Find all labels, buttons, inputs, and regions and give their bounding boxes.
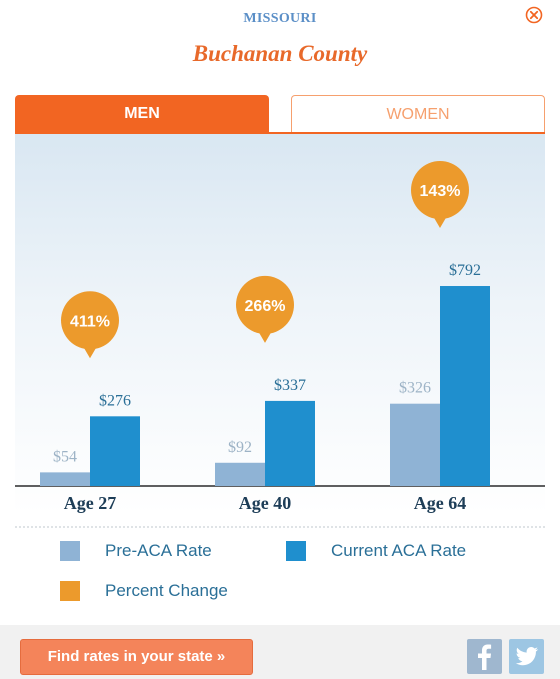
category-label-age-64: Age 64 — [414, 493, 467, 513]
legend-swatch-pre-aca — [60, 541, 80, 561]
bar-current-aca-rate-age-40 — [265, 400, 315, 486]
tab-men[interactable]: MEN — [15, 95, 269, 133]
tab-divider-line — [15, 132, 545, 134]
facebook-icon[interactable] — [467, 639, 502, 674]
tab-women[interactable]: WOMEN — [291, 95, 545, 133]
footer-bar: Find rates in your state » — [0, 625, 560, 679]
county-title: Buchanan County — [192, 41, 368, 66]
data-label-pre-aca-rate-age-27: $54 — [53, 448, 77, 465]
legend-label-pre-aca: Pre-ACA Rate — [105, 541, 212, 560]
bar-current-aca-rate-age-64 — [440, 286, 490, 486]
chart-area: $54 $276 411% Age 27 $92 $337 266% Age 40 $326 $7… — [15, 134, 545, 514]
percent-change-bubble-age-40 — [236, 275, 294, 343]
data-label-current-aca-rate-age-40: $337 — [274, 377, 306, 394]
data-label-pre-aca-rate-age-40: $92 — [228, 439, 252, 456]
legend-label-percent-change: Percent Change — [105, 581, 228, 600]
percent-change-label-age-27: 411% — [70, 313, 110, 330]
percent-change-label-age-40: 266% — [245, 298, 286, 315]
state-title: MISSOURI — [243, 11, 317, 26]
legend-label-current-aca: Current ACA Rate — [331, 541, 467, 560]
legend-divider — [15, 526, 545, 528]
legend-swatch-percent-change — [60, 581, 80, 601]
percent-change-bubble-age-27 — [61, 291, 119, 359]
category-label-age-27: Age 27 — [64, 493, 117, 513]
bar-current-aca-rate-age-27 — [90, 416, 140, 486]
legend-item-current-aca: Current ACA Rate — [286, 540, 466, 562]
data-label-pre-aca-rate-age-64: $326 — [399, 380, 431, 397]
percent-change-label-age-64: 143% — [420, 183, 461, 200]
bar-pre-aca-rate-age-64 — [390, 403, 440, 486]
percent-change-bubble-age-64 — [411, 161, 469, 229]
bar-pre-aca-rate-age-40 — [215, 462, 265, 486]
legend-item-pre-aca: Pre-ACA Rate — [60, 540, 212, 562]
find-rates-button[interactable]: Find rates in your state » — [20, 639, 253, 675]
twitter-icon[interactable] — [509, 639, 544, 674]
category-label-age-40: Age 40 — [239, 493, 292, 513]
bar-pre-aca-rate-age-27 — [40, 472, 90, 486]
data-label-current-aca-rate-age-64: $792 — [449, 262, 481, 279]
legend-swatch-current-aca — [286, 541, 306, 561]
close-icon[interactable] — [524, 5, 544, 25]
legend-item-percent-change: Percent Change — [60, 580, 228, 602]
bar-chart: $54 $276 411% Age 27 $92 $337 266% Age 40 $326 $7… — [15, 161, 545, 513]
data-label-current-aca-rate-age-27: $276 — [99, 392, 131, 409]
